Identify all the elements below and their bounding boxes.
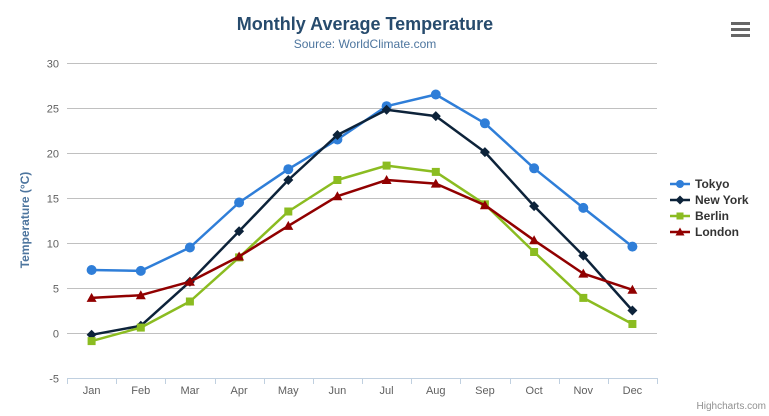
series-tokyo [86,89,638,276]
x-axis-label-jul: Jul [380,385,394,397]
y-axis-label-25: 25 [47,104,59,116]
point-new-york-apr[interactable] [234,226,245,237]
point-new-york-sep[interactable] [479,147,490,158]
point-london-sep[interactable] [479,200,490,210]
legend-marker-tokyo [670,180,690,188]
series-line-berlin [91,164,633,343]
point-new-york-dec[interactable] [627,305,638,316]
point-new-york-aug[interactable] [430,111,441,122]
point-london-jan[interactable] [86,292,97,302]
point-london-oct[interactable] [529,235,540,245]
point-tokyo-apr[interactable] [234,197,245,208]
point-london-aug[interactable] [430,178,441,188]
point-tokyo-feb[interactable] [135,265,146,276]
legend-label-new-york: New York [695,193,749,207]
legend-marker-london [670,227,690,236]
series-line-new-york [91,108,634,337]
point-london-jul[interactable] [381,175,392,184]
point-berlin-dec[interactable] [628,320,637,328]
point-berlin-may[interactable] [284,207,293,216]
point-berlin-mar[interactable] [185,297,194,306]
point-london-nov[interactable] [578,268,589,278]
point-new-york-jun[interactable] [332,130,343,140]
y-axis-label-5: 5 [53,284,59,296]
legend-item-london[interactable]: London [670,224,749,240]
y-axis-label-30: 30 [47,59,59,71]
y-axis-title: Temperature (°C) [18,171,32,269]
legend-label-london: London [695,225,739,239]
y-axis-label--5: -5 [49,374,59,386]
series-new-york [86,104,638,340]
point-berlin-oct[interactable] [530,248,539,256]
legend: Tokyo New York Berlin London [670,176,749,240]
point-berlin-aug[interactable] [431,167,440,176]
legend-symbol-berlin [676,212,684,220]
point-berlin-jun[interactable] [333,176,342,184]
chart-title: Monthly Average Temperature [236,14,494,34]
hamburger-icon [731,22,751,37]
point-tokyo-dec[interactable] [627,241,638,252]
point-tokyo-sep[interactable] [479,118,490,129]
x-axis-label-dec: Dec [623,385,643,397]
point-london-mar[interactable] [184,276,195,286]
point-london-dec[interactable] [627,284,638,294]
y-axis-label-20: 20 [47,149,59,161]
point-berlin-nov[interactable] [579,293,588,302]
series-line-london [91,178,633,300]
point-new-york-jul[interactable] [381,104,392,115]
x-axis-label-nov: Nov [573,385,593,397]
legend-marker-new-york [670,195,690,205]
x-axis-label-jun: Jun [329,385,347,397]
point-london-feb[interactable] [135,290,146,300]
x-axis-label-may: May [278,385,299,397]
point-new-york-nov[interactable] [578,250,589,261]
highcharts-credit[interactable]: Highcharts.com [696,401,766,412]
legend-symbol-tokyo [676,180,684,188]
series-london [86,175,638,302]
legend-symbol-london [675,227,685,236]
chart-subtitle: Source: WorldClimate.com [293,37,437,51]
legend-symbol-new-york [675,195,685,205]
legend-item-berlin[interactable]: Berlin [670,208,749,224]
legend-item-new-york[interactable]: New York [670,192,749,208]
point-tokyo-jan[interactable] [86,265,97,275]
y-axis-label-15: 15 [47,194,59,206]
point-london-jun[interactable] [332,191,343,201]
legend-label-berlin: Berlin [695,209,730,223]
x-axis-label-mar: Mar [180,385,199,397]
point-tokyo-aug[interactable] [430,89,441,100]
x-axis-label-apr: Apr [231,385,248,397]
point-london-apr[interactable] [234,251,245,261]
x-axis-label-oct: Oct [526,385,543,397]
x-axis-label-aug: Aug [426,385,446,397]
point-tokyo-oct[interactable] [529,163,540,174]
legend-item-tokyo[interactable]: Tokyo [670,176,749,192]
point-berlin-jul[interactable] [382,161,391,170]
legend-label-tokyo: Tokyo [695,177,730,191]
x-axis-label-sep: Sep [475,385,495,397]
y-axis-label-0: 0 [53,329,59,341]
point-new-york-oct[interactable] [529,201,540,212]
point-london-may[interactable] [283,220,294,230]
x-axis-label-jan: Jan [83,385,101,397]
point-tokyo-may[interactable] [283,164,294,175]
point-tokyo-nov[interactable] [578,202,589,213]
point-berlin-feb[interactable] [136,323,145,332]
point-new-york-may[interactable] [283,175,294,185]
legend-marker-berlin [670,212,690,220]
point-berlin-jan[interactable] [87,337,96,346]
y-axis-label-10: 10 [47,239,59,251]
point-tokyo-mar[interactable] [184,242,195,253]
series-line-tokyo [91,93,634,273]
export-menu-button[interactable] [729,20,753,40]
x-axis-label-feb: Feb [131,385,150,397]
